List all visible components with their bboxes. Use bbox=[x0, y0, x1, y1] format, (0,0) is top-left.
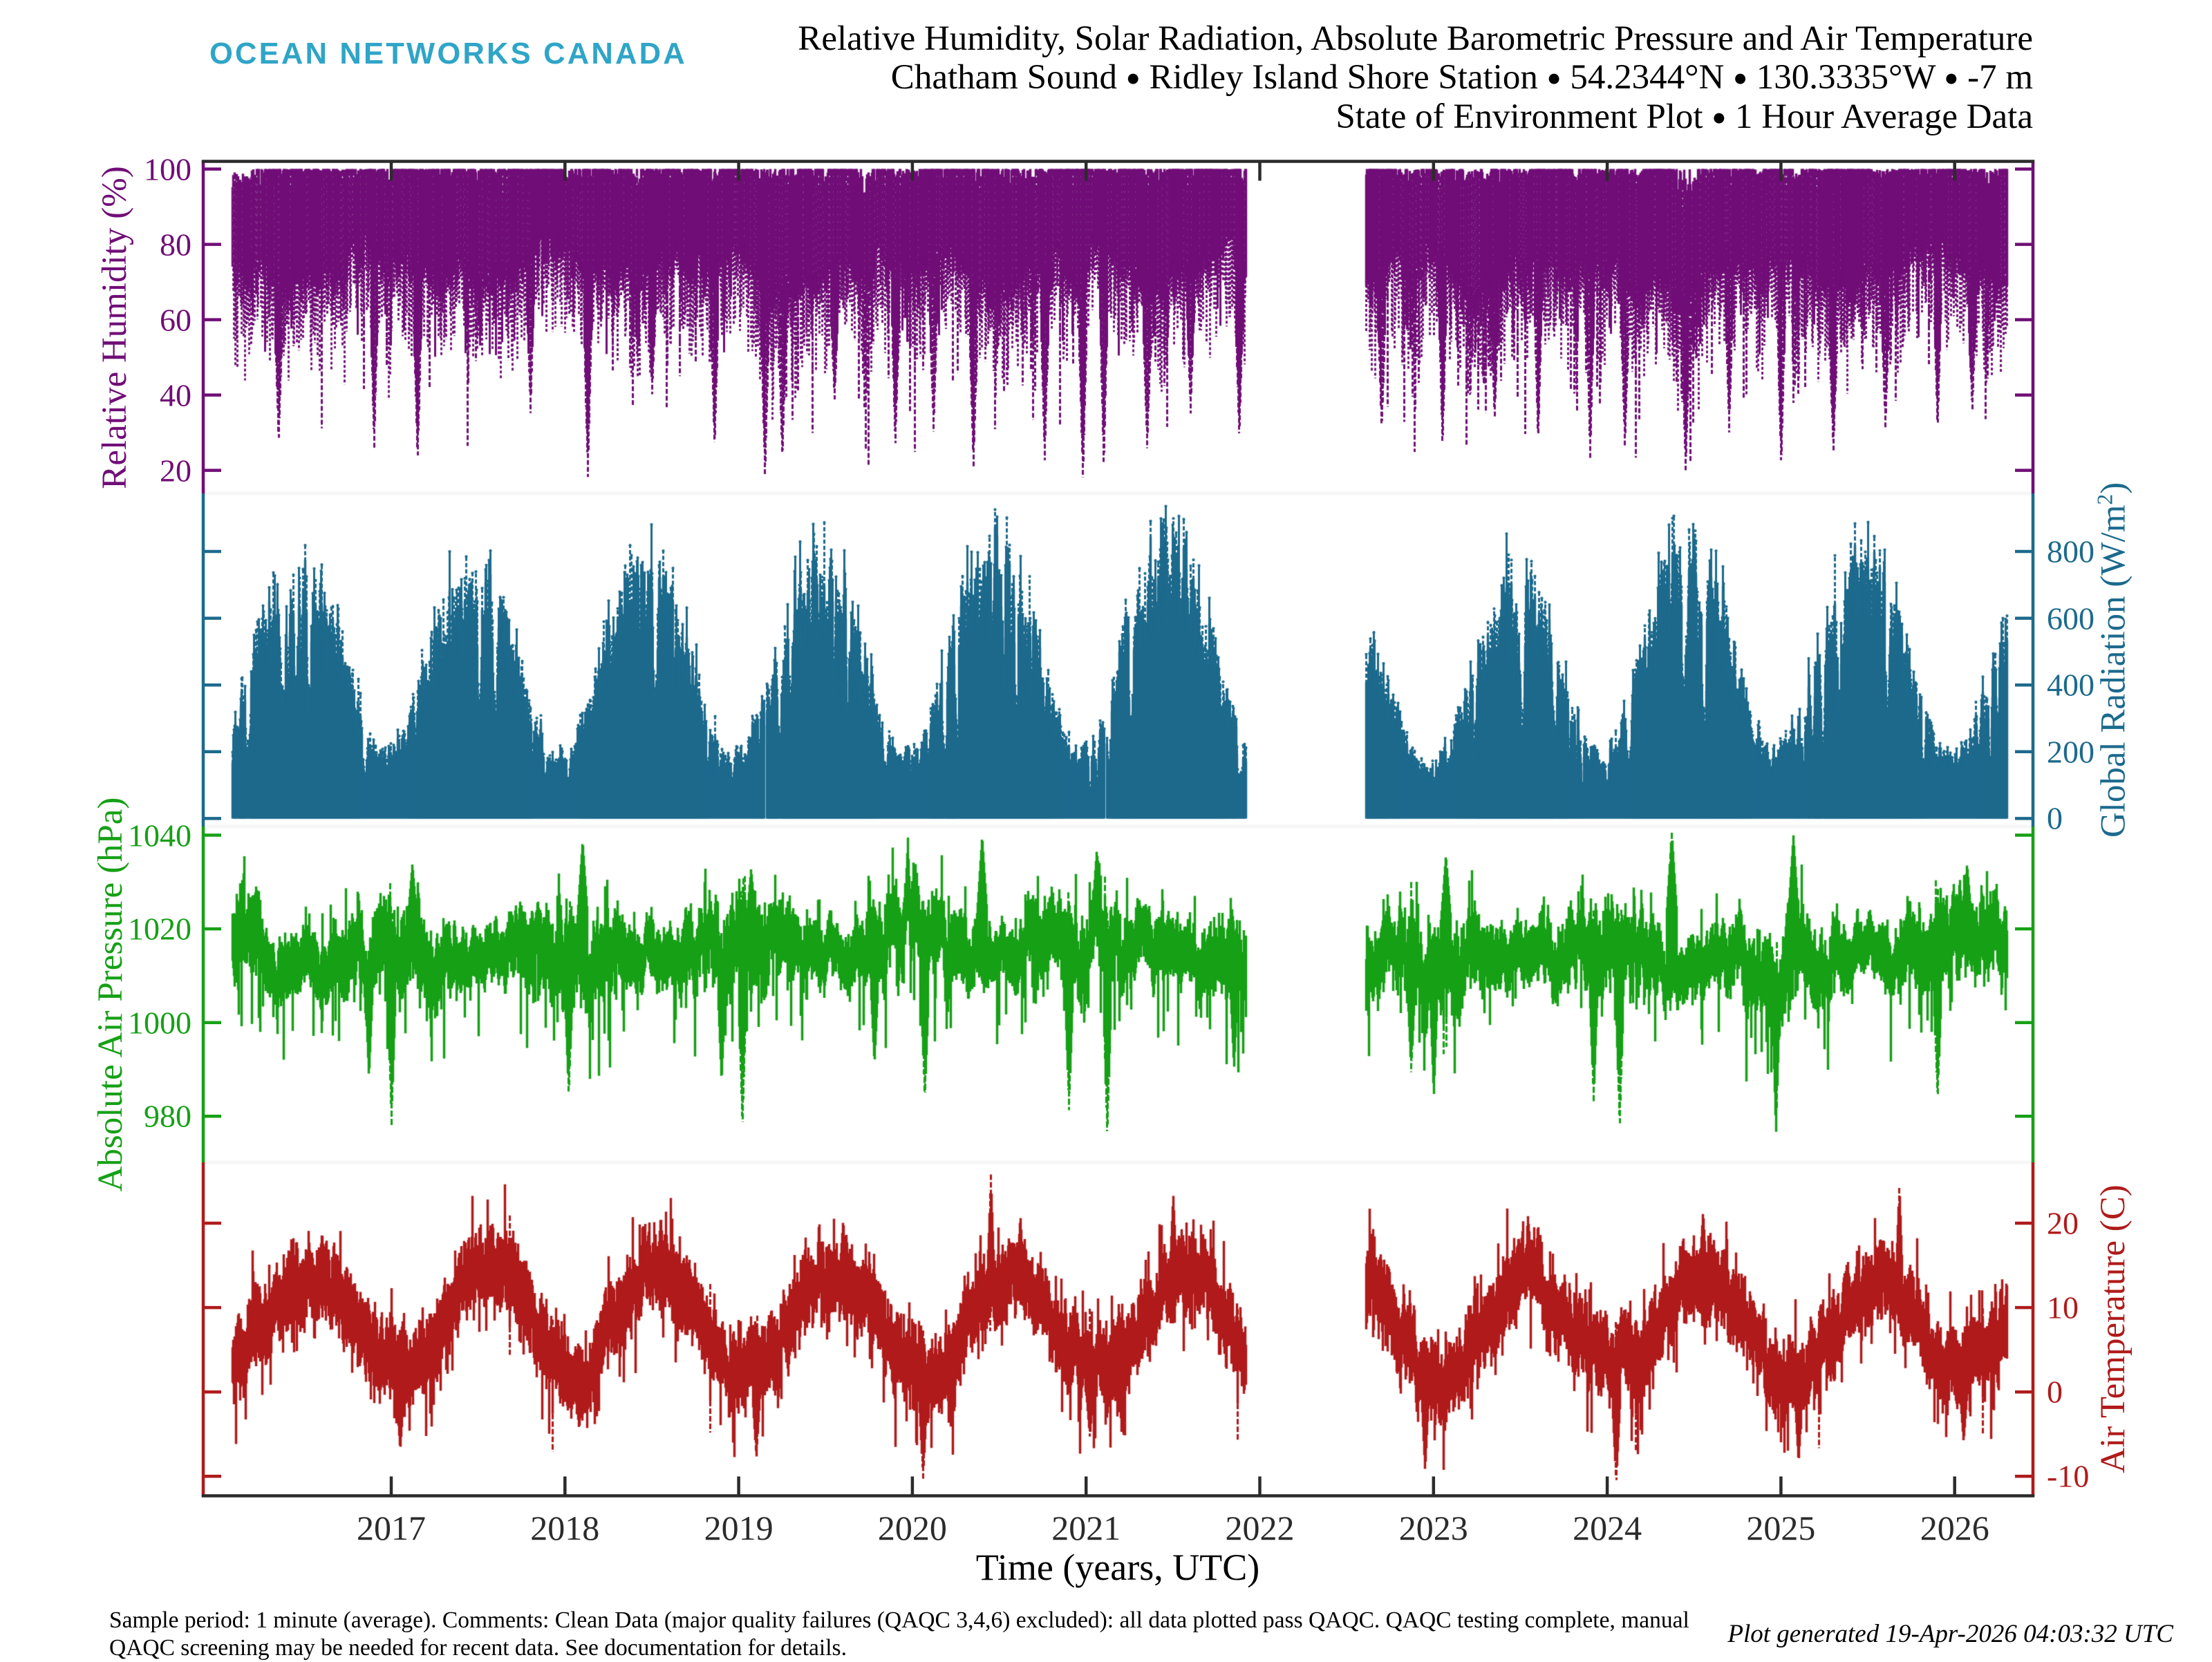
footnote-line-1: Sample period: 1 minute (average). Comme… bbox=[109, 1607, 1689, 1633]
xtick-label-2017: 2017 bbox=[357, 1509, 426, 1547]
ytick-label-air-temperature-0: 0 bbox=[2047, 1374, 2063, 1410]
footnote-line-2: QAQC screening may be needed for recent … bbox=[109, 1635, 847, 1661]
y-axis-label-relative-humidity: Relative Humidity (%) bbox=[95, 166, 134, 489]
ytick-label-absolute-air-pressure-1020: 1020 bbox=[128, 911, 191, 947]
ytick-label-global-radiation-400: 400 bbox=[2047, 667, 2094, 703]
xtick-label-2024: 2024 bbox=[1573, 1509, 1642, 1547]
ytick-label-relative-humidity-60: 60 bbox=[160, 302, 191, 338]
xtick-label-2022: 2022 bbox=[1225, 1509, 1295, 1547]
title-line-3: State of Environment Plot ● 1 Hour Avera… bbox=[1335, 97, 2033, 136]
ytick-label-relative-humidity-20: 20 bbox=[160, 453, 191, 489]
xtick-label-2023: 2023 bbox=[1398, 1509, 1468, 1547]
ytick-label-air-temperature--10: -10 bbox=[2047, 1458, 2090, 1494]
ytick-label-relative-humidity-80: 80 bbox=[160, 227, 191, 263]
ytick-label-air-temperature-20: 20 bbox=[2047, 1205, 2079, 1241]
y-axis-label-air-temperature: Air Temperature (C) bbox=[2094, 1184, 2133, 1474]
xtick-label-2021: 2021 bbox=[1051, 1509, 1121, 1547]
plot-generated-timestamp: Plot generated 19-Apr-2026 04:03:32 UTC bbox=[1727, 1620, 2173, 1648]
y-axis-label-air-pressure: Absolute Air Pressure (hPa) bbox=[91, 797, 130, 1192]
title-line-2: Chatham Sound ● Ridley Island Shore Stat… bbox=[890, 58, 2033, 97]
ytick-label-absolute-air-pressure-1040: 1040 bbox=[128, 818, 191, 853]
ytick-label-relative-humidity-40: 40 bbox=[160, 377, 191, 413]
ytick-label-air-temperature-10: 10 bbox=[2047, 1290, 2079, 1325]
y-axis-label-global-radiation: Global Radiation (W/m2) bbox=[2092, 482, 2133, 838]
xtick-label-2020: 2020 bbox=[877, 1509, 947, 1547]
title-line-1: Relative Humidity, Solar Radiation, Abso… bbox=[798, 19, 2033, 58]
xtick-label-2018: 2018 bbox=[530, 1509, 600, 1547]
ytick-label-global-radiation-200: 200 bbox=[2047, 734, 2094, 770]
xtick-label-2026: 2026 bbox=[1920, 1509, 1989, 1547]
ytick-label-absolute-air-pressure-1000: 1000 bbox=[128, 1005, 191, 1041]
ytick-label-global-radiation-0: 0 bbox=[2047, 800, 2063, 836]
title-block: Relative Humidity, Solar Radiation, Abso… bbox=[798, 19, 2033, 137]
ytick-label-global-radiation-600: 600 bbox=[2047, 601, 2094, 636]
xtick-label-2025: 2025 bbox=[1746, 1509, 1816, 1547]
x-axis-label: Time (years, UTC) bbox=[975, 1547, 1260, 1588]
ytick-label-absolute-air-pressure-980: 980 bbox=[144, 1098, 191, 1134]
ocean-networks-canada-logo: OCEAN NETWORKS CANADA bbox=[209, 37, 687, 70]
footnote: Sample period: 1 minute (average). Comme… bbox=[109, 1607, 1689, 1662]
xtick-label-2019: 2019 bbox=[704, 1509, 774, 1547]
ytick-label-global-radiation-800: 800 bbox=[2047, 533, 2094, 569]
ytick-label-relative-humidity-100: 100 bbox=[144, 151, 191, 187]
